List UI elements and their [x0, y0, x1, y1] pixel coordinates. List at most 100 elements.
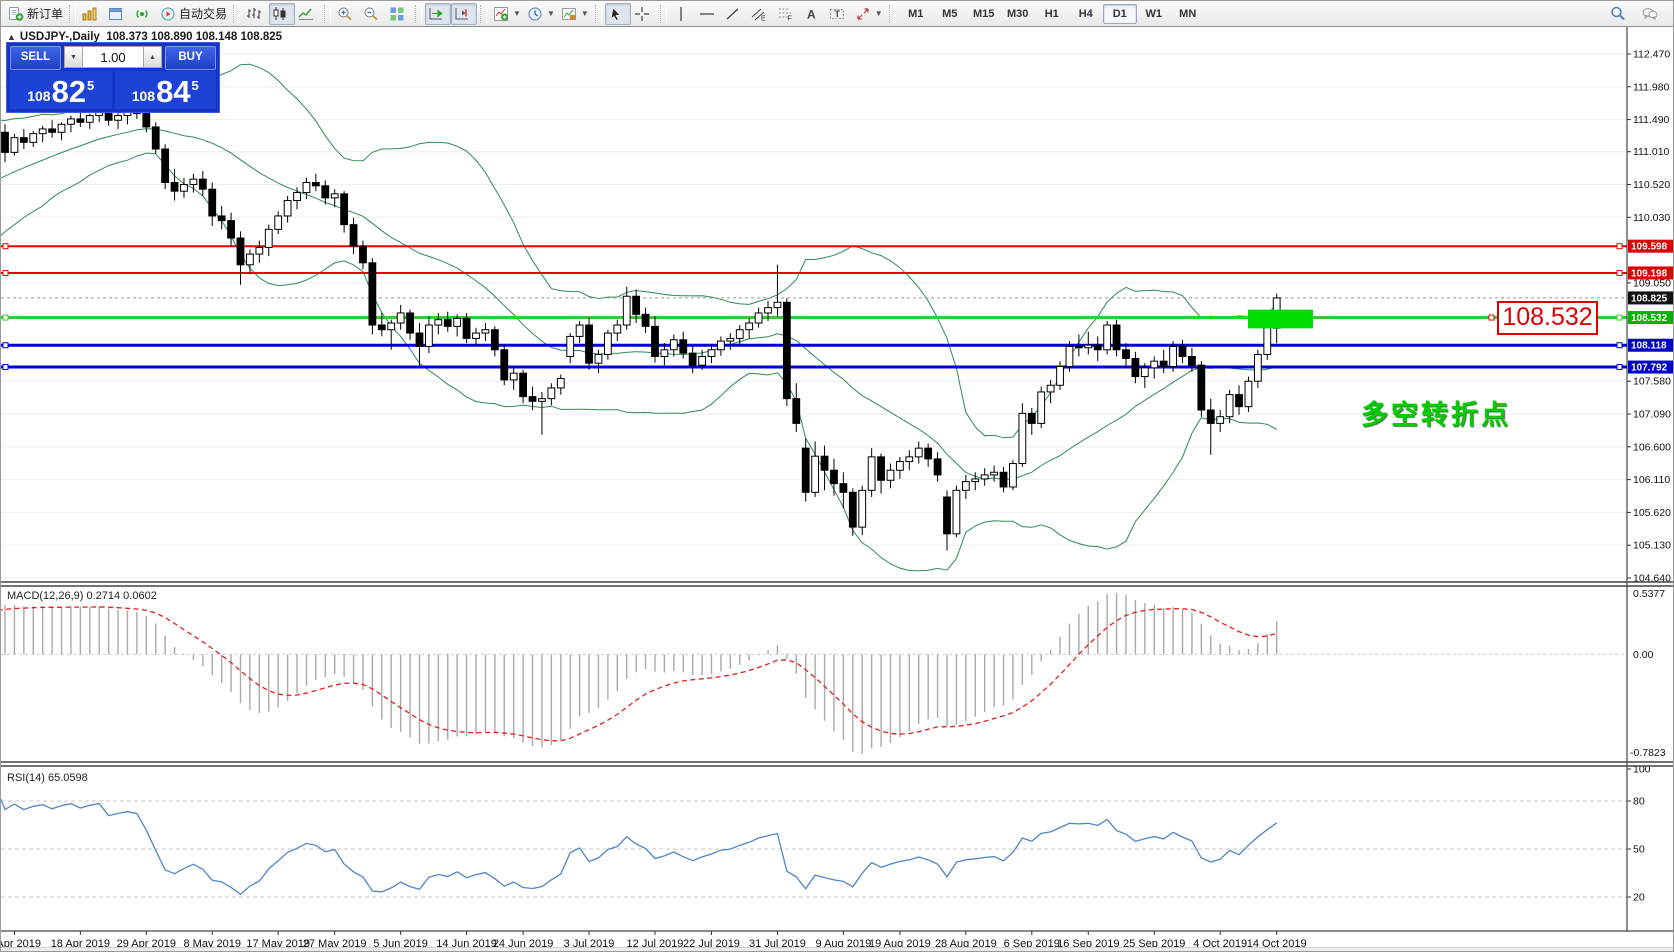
bollinger-lower-band[interactable]	[1, 152, 1277, 572]
line-handle[interactable]	[2, 243, 9, 250]
candle-bull	[726, 337, 735, 342]
periods-icon[interactable]: ▼	[524, 3, 558, 25]
text-label-icon[interactable]: T	[826, 3, 852, 25]
chart-area[interactable]: 0.5377 0.00 -0.7823 100 80 50 20 112.470 111.980…	[1, 27, 1673, 951]
timeframe-m1[interactable]: M1	[908, 7, 924, 20]
indicators-list-icon[interactable]: ▼	[490, 3, 524, 25]
price-tick-label: 111.490	[1633, 114, 1670, 126]
arrows-icon[interactable]: ▼	[852, 3, 886, 25]
horizontal-line-icon[interactable]	[696, 3, 722, 25]
macd-indicator-label: MACD(12,26,9) 0.2714 0.0602	[7, 590, 157, 602]
highlight-rectangle[interactable]	[1248, 309, 1313, 329]
autotrading-button[interactable]: 自动交易	[157, 3, 230, 25]
line-handle[interactable]	[2, 364, 9, 371]
sell-price[interactable]: 108 82 5	[10, 71, 112, 109]
sell-price-big: 82	[51, 74, 87, 109]
chat-icon[interactable]	[1639, 3, 1665, 25]
toolbar-separator	[324, 4, 332, 23]
candle-bull	[387, 322, 396, 331]
rsi-panel[interactable]	[1, 782, 1627, 898]
bollinger-middle-band[interactable]	[1, 128, 1277, 481]
volume-input[interactable]: 1.00	[83, 46, 143, 68]
candle-bull	[1065, 345, 1074, 368]
buy-price-sup: 5	[191, 78, 199, 93]
line-handle[interactable]	[1616, 364, 1623, 371]
candle-bull	[264, 228, 273, 248]
line-handle[interactable]	[2, 342, 9, 349]
candle-bear	[19, 137, 28, 143]
data-window-icon[interactable]	[105, 3, 131, 25]
candle-bull	[990, 471, 999, 476]
candle-bear	[377, 324, 386, 331]
crosshair-icon[interactable]	[631, 3, 657, 25]
zoom-in-icon[interactable]	[334, 3, 360, 25]
timeframe-mn[interactable]: MN	[1179, 7, 1197, 20]
candle-bull	[707, 349, 716, 357]
candle-bear	[462, 317, 471, 339]
candle-bear	[1188, 355, 1196, 366]
toolbar-group: E F A T ▼	[670, 2, 886, 26]
macd-signal-line[interactable]	[1, 606, 1277, 742]
zoom-out-icon[interactable]	[360, 3, 386, 25]
main-chart-panel[interactable]	[1, 53, 1627, 579]
sell-button[interactable]: SELL	[10, 46, 61, 70]
vertical-line-icon[interactable]	[670, 3, 696, 25]
collapse-panel-icon[interactable]: ▲	[7, 32, 16, 42]
templates-icon[interactable]: ▼	[558, 3, 592, 25]
line-handle[interactable]	[1616, 314, 1623, 321]
line-chart-icon[interactable]	[295, 3, 321, 25]
tile-windows-icon[interactable]	[386, 3, 412, 25]
line-handle[interactable]	[1616, 269, 1623, 276]
signals-icon[interactable]	[131, 3, 157, 25]
buy-button[interactable]: BUY	[165, 46, 216, 70]
svg-text:A: A	[807, 7, 816, 21]
search-icon[interactable]	[1607, 3, 1633, 25]
candle-bull	[425, 324, 433, 347]
volume-decrease-button[interactable]: ▼	[64, 46, 83, 68]
candlestick-chart-icon[interactable]	[269, 2, 296, 25]
rsi-scale-tick: 50	[1633, 844, 1645, 856]
candle-bear	[1206, 409, 1215, 424]
chart-annotation-text[interactable]: 多空转折点	[1361, 400, 1511, 430]
market-watch-icon[interactable]	[79, 3, 105, 25]
candle-bull	[961, 481, 970, 491]
bar-chart-icon[interactable]	[243, 3, 269, 25]
candle-bull	[396, 312, 405, 324]
price-tag-label: 109.198	[1631, 268, 1668, 279]
line-handle[interactable]	[2, 314, 9, 321]
cursor-icon[interactable]	[604, 2, 631, 25]
volume-increase-button[interactable]: ▲	[143, 46, 162, 68]
line-handle[interactable]	[1616, 243, 1623, 250]
svg-text:T: T	[834, 9, 840, 19]
candle-bull	[1225, 394, 1234, 418]
candlestick-series[interactable]	[1, 105, 1281, 551]
timeframe-m15[interactable]: M15	[973, 7, 995, 20]
auto-scroll-icon[interactable]	[425, 2, 452, 25]
price-callout-label[interactable]: 108.532	[1497, 301, 1598, 335]
macd-panel[interactable]	[1, 593, 1627, 754]
timeframe-m5[interactable]: M5	[942, 7, 958, 20]
text-icon[interactable]: A	[800, 3, 826, 25]
line-handle[interactable]	[1616, 342, 1623, 349]
chart-title: ▲ USDJPY-,Daily 108.373 108.890 108.148 1…	[7, 31, 282, 43]
new-order-button[interactable]: 新订单	[5, 3, 66, 25]
trendline-icon[interactable]	[722, 3, 748, 25]
candle-bull	[481, 329, 490, 334]
rsi-line[interactable]	[1, 782, 1278, 896]
timeframe-m30[interactable]: M30	[1007, 7, 1029, 20]
timeframe-h4[interactable]: H4	[1078, 7, 1093, 20]
candle-bear	[340, 193, 349, 226]
timeframe-h1[interactable]: H1	[1044, 7, 1059, 20]
bollinger-upper-band[interactable]	[1, 63, 1278, 439]
price-tag	[1628, 291, 1673, 305]
line-handle[interactable]	[2, 269, 9, 276]
equidistant-channel-icon[interactable]: E	[748, 3, 774, 25]
toolbar-group: 自动交易	[79, 2, 230, 26]
chart-shift-icon[interactable]	[451, 2, 478, 25]
candle-bull	[10, 137, 19, 153]
timeframe-d1[interactable]: D1	[1102, 3, 1137, 24]
candle-bull	[886, 469, 895, 481]
fibonacci-icon[interactable]: F	[774, 3, 800, 25]
buy-price[interactable]: 108 84 5	[114, 71, 216, 109]
timeframe-w1[interactable]: W1	[1145, 7, 1162, 20]
